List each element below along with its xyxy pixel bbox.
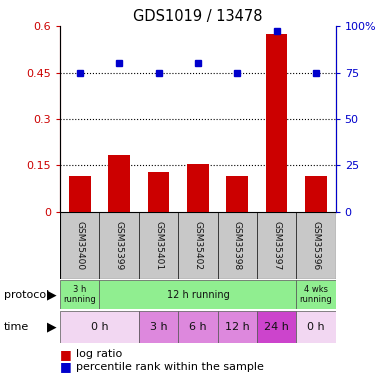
Bar bbox=[99, 280, 296, 309]
Text: GSM35396: GSM35396 bbox=[312, 221, 320, 270]
Text: ■: ■ bbox=[60, 348, 72, 361]
Bar bbox=[227, 176, 248, 212]
Bar bbox=[218, 310, 257, 343]
Text: 24 h: 24 h bbox=[264, 322, 289, 332]
Text: 12 h: 12 h bbox=[225, 322, 249, 332]
Text: 12 h running: 12 h running bbox=[166, 290, 229, 300]
Text: 0 h: 0 h bbox=[91, 322, 108, 332]
Text: 3 h: 3 h bbox=[150, 322, 167, 332]
Text: percentile rank within the sample: percentile rank within the sample bbox=[76, 362, 263, 372]
Bar bbox=[257, 310, 296, 343]
Text: GSM35397: GSM35397 bbox=[272, 221, 281, 270]
Bar bbox=[178, 310, 218, 343]
Bar bbox=[108, 154, 130, 212]
Text: 0 h: 0 h bbox=[307, 322, 325, 332]
Title: GDS1019 / 13478: GDS1019 / 13478 bbox=[133, 9, 263, 24]
Text: 4 wks
running: 4 wks running bbox=[300, 285, 332, 304]
Text: ▶: ▶ bbox=[47, 320, 56, 333]
Bar bbox=[60, 310, 139, 343]
Text: GSM35400: GSM35400 bbox=[75, 221, 84, 270]
Text: GSM35398: GSM35398 bbox=[233, 221, 242, 270]
Text: GSM35402: GSM35402 bbox=[193, 221, 203, 270]
Text: GSM35401: GSM35401 bbox=[154, 221, 163, 270]
Bar bbox=[60, 280, 99, 309]
Bar bbox=[296, 280, 336, 309]
Text: ▶: ▶ bbox=[47, 288, 56, 301]
Text: 3 h
running: 3 h running bbox=[64, 285, 96, 304]
Bar bbox=[296, 310, 336, 343]
Text: protocol: protocol bbox=[4, 290, 49, 300]
Bar bbox=[266, 34, 288, 212]
Text: log ratio: log ratio bbox=[76, 350, 122, 359]
Text: 6 h: 6 h bbox=[189, 322, 207, 332]
Text: GSM35399: GSM35399 bbox=[115, 221, 124, 270]
Bar bbox=[69, 176, 91, 212]
Text: time: time bbox=[4, 322, 29, 332]
Bar bbox=[139, 310, 178, 343]
Bar bbox=[305, 176, 327, 212]
Text: ■: ■ bbox=[60, 360, 72, 373]
Bar bbox=[148, 172, 169, 212]
Bar bbox=[187, 164, 209, 212]
